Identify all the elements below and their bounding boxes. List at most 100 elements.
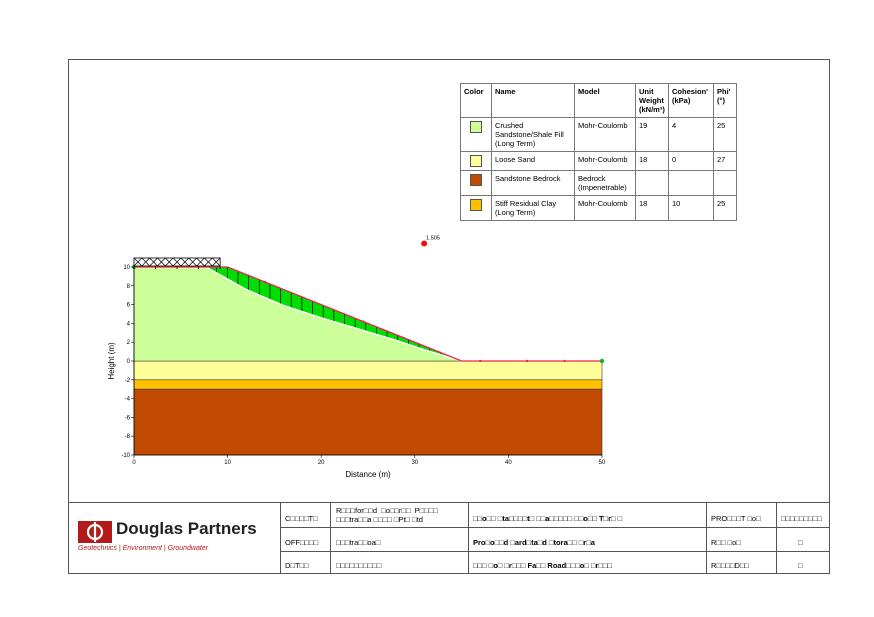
surcharge-hatch — [188, 257, 197, 267]
soil-layer — [133, 360, 603, 381]
surface-node — [362, 320, 365, 323]
surface-end-node — [599, 358, 605, 364]
legend-phi: 27 — [713, 151, 737, 171]
legend-phi: 25 — [713, 195, 737, 221]
x-tick-label: 30 — [411, 460, 418, 466]
factor-of-safety-label: 1.505 — [426, 236, 440, 242]
color-swatch — [470, 199, 482, 211]
legend-row: Crushed Sandstone/Shale Fill (Long Term)… — [460, 117, 737, 152]
y-tick-label: -8 — [125, 434, 131, 440]
legend-material-name: Loose Sand — [491, 151, 575, 171]
surcharge-hatch — [157, 257, 166, 267]
legend-material-name: Crushed Sandstone/Shale Fill (Long Term) — [491, 117, 575, 152]
surface-node — [263, 280, 267, 284]
logo-company-name: Douglas Partners — [116, 519, 257, 538]
drawing-title-line-3: □□□ □o□ □r□□□ Fa□□ Road□□□o□ □r□□□ — [473, 561, 612, 570]
surcharge-hatch — [212, 257, 221, 267]
color-swatch — [470, 121, 482, 133]
y-tick-label: 0 — [127, 359, 131, 365]
divider — [468, 503, 469, 574]
y-axis-label: Height (m) — [107, 342, 116, 380]
y-tick-label: 4 — [127, 321, 131, 327]
client-label: C□□□□T□ — [285, 514, 318, 523]
date-label: D□T□□ — [285, 561, 309, 570]
legend-unit-weight — [635, 170, 669, 196]
color-swatch — [470, 155, 482, 167]
drawing-title-line-2: Pro□o□□d □ard□ta□d □tora□□ □r□a — [473, 538, 595, 547]
legend-unit-weight: 19 — [635, 117, 669, 152]
surcharge-hatch — [172, 257, 182, 267]
legend-swatch-cell — [460, 151, 492, 171]
legend-header-name: Name — [491, 83, 575, 118]
legend-row: Stiff Residual Clay (Long Term) Mohr-Cou… — [460, 195, 737, 221]
divider — [280, 503, 281, 574]
legend-material-model: Mohr-Coulomb — [574, 195, 636, 221]
legend-material-model: Mohr-Coulomb — [574, 151, 636, 171]
material-legend-table: Color Name Model Unit Weight (kN/m³) Coh… — [460, 83, 737, 221]
legend-header-model: Model — [574, 83, 636, 118]
revision-label: R□□□□D□□ — [711, 561, 750, 570]
surcharge-hatch — [141, 257, 150, 267]
legend-header-row: Color Name Model Unit Weight (kN/m³) Coh… — [460, 83, 737, 118]
legend-header-unit-weight: Unit Weight (kN/m³) — [635, 83, 669, 118]
soil-layers — [133, 360, 603, 456]
surface-node — [525, 359, 529, 363]
legend-row: Loose Sand Mohr-Coulomb 18 0 27 — [460, 151, 737, 171]
legend-material-name: Sandstone Bedrock — [491, 170, 575, 196]
office-label: OFF□□□□ — [285, 538, 319, 547]
legend-swatch-cell — [460, 195, 492, 221]
legend-unit-weight: 18 — [635, 195, 669, 221]
legend-swatch-cell — [460, 170, 492, 196]
surcharge-hatch — [165, 257, 174, 267]
factor-of-safety-marker: 1.505 — [421, 236, 440, 247]
slip-mass-hatching — [205, 266, 462, 362]
legend-row: Sandstone Bedrock Bedrock (Impenetrable) — [460, 170, 737, 196]
legend-header-phi: Phi' (°) — [713, 83, 737, 118]
legend-material-model: Bedrock (Impenetrable) — [574, 170, 636, 196]
date-value: □□□□□□□□□□ — [336, 561, 382, 570]
surcharge-hatch — [133, 257, 143, 267]
title-block: Douglas Partners Geotechnics | Environme… — [68, 502, 830, 574]
x-tick-label: 10 — [224, 460, 231, 466]
surcharge-hatch — [149, 257, 158, 267]
divider — [776, 503, 777, 574]
y-tick-label: 6 — [127, 303, 131, 309]
y-tick-label: -2 — [125, 378, 131, 384]
legend-unit-weight: 18 — [635, 151, 669, 171]
drawing-title-line-1: □□o□□ □ta□□□□t□ □□a□□□□□ □□o□□ T□r□ □ — [473, 514, 623, 523]
y-tick-label: 2 — [127, 340, 131, 346]
soil-layer — [133, 379, 603, 390]
legend-cohesion: 4 — [668, 117, 714, 152]
ground-surface-line — [134, 266, 602, 362]
divider — [330, 503, 331, 574]
ground-surface — [131, 264, 605, 364]
slip-center-point — [421, 240, 428, 247]
soil-layer — [133, 388, 603, 456]
logo-mark-icon — [78, 521, 112, 543]
color-swatch — [470, 174, 482, 186]
x-tick-label: 20 — [318, 460, 325, 466]
x-tick-label: 0 — [132, 460, 136, 466]
legend-phi: 25 — [713, 117, 737, 152]
legend-material-name: Stiff Residual Clay (Long Term) — [491, 195, 575, 221]
legend-swatch-cell — [460, 117, 492, 152]
legend-cohesion — [668, 170, 714, 196]
surface-node — [563, 359, 566, 363]
x-tick-label: 50 — [599, 460, 606, 466]
y-tick-label: -4 — [125, 397, 131, 403]
ref-value: □ — [798, 538, 803, 547]
drawing-frame — [68, 59, 830, 574]
surcharge-hatch — [180, 257, 190, 267]
legend-phi — [713, 170, 737, 196]
office-value: □□□tra□□oa□ — [336, 538, 381, 547]
y-tick-label: -6 — [125, 415, 131, 421]
divider — [706, 503, 707, 574]
legend-cohesion: 10 — [668, 195, 714, 221]
fill-embankment — [133, 266, 602, 362]
legend-header-cohesion: Cohesion' (kPa) — [668, 83, 714, 118]
client-value: R□□□for□□d □o□□r□□ P□□□□ □□□tra□□a □□□□ … — [336, 506, 438, 524]
slip-surface — [205, 266, 462, 362]
ref-label: R□□ □o□ — [711, 538, 741, 547]
